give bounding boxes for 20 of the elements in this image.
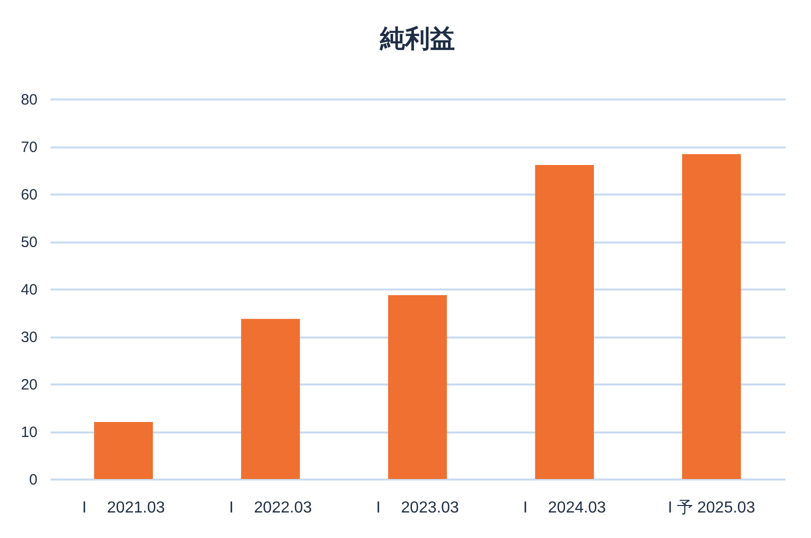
bar — [94, 422, 153, 479]
bar — [241, 318, 300, 479]
y-tick-label: 30 — [20, 329, 38, 346]
y-tick-label: 10 — [20, 424, 38, 441]
bar — [388, 295, 447, 479]
y-tick-label: 20 — [20, 376, 38, 394]
y-tick-label: 40 — [20, 282, 38, 298]
y-tick-label: 70 — [20, 139, 38, 156]
y-tick-label: 60 — [20, 186, 38, 204]
y-tick-label: 80 — [20, 92, 38, 108]
x-tick-label: I 2022.03 — [229, 500, 312, 516]
y-tick-label: 50 — [20, 234, 38, 251]
x-tick-label: I 2021.03 — [82, 500, 165, 516]
bar — [535, 165, 594, 479]
y-tick-label: 0 — [29, 472, 38, 488]
x-tick-label: I 予 2025.03 — [668, 500, 756, 516]
chart-title: 純利益 — [379, 24, 455, 53]
x-tick-label: I 2024.03 — [523, 500, 606, 516]
bar — [682, 154, 741, 479]
x-tick-label: I 2023.03 — [376, 500, 459, 516]
